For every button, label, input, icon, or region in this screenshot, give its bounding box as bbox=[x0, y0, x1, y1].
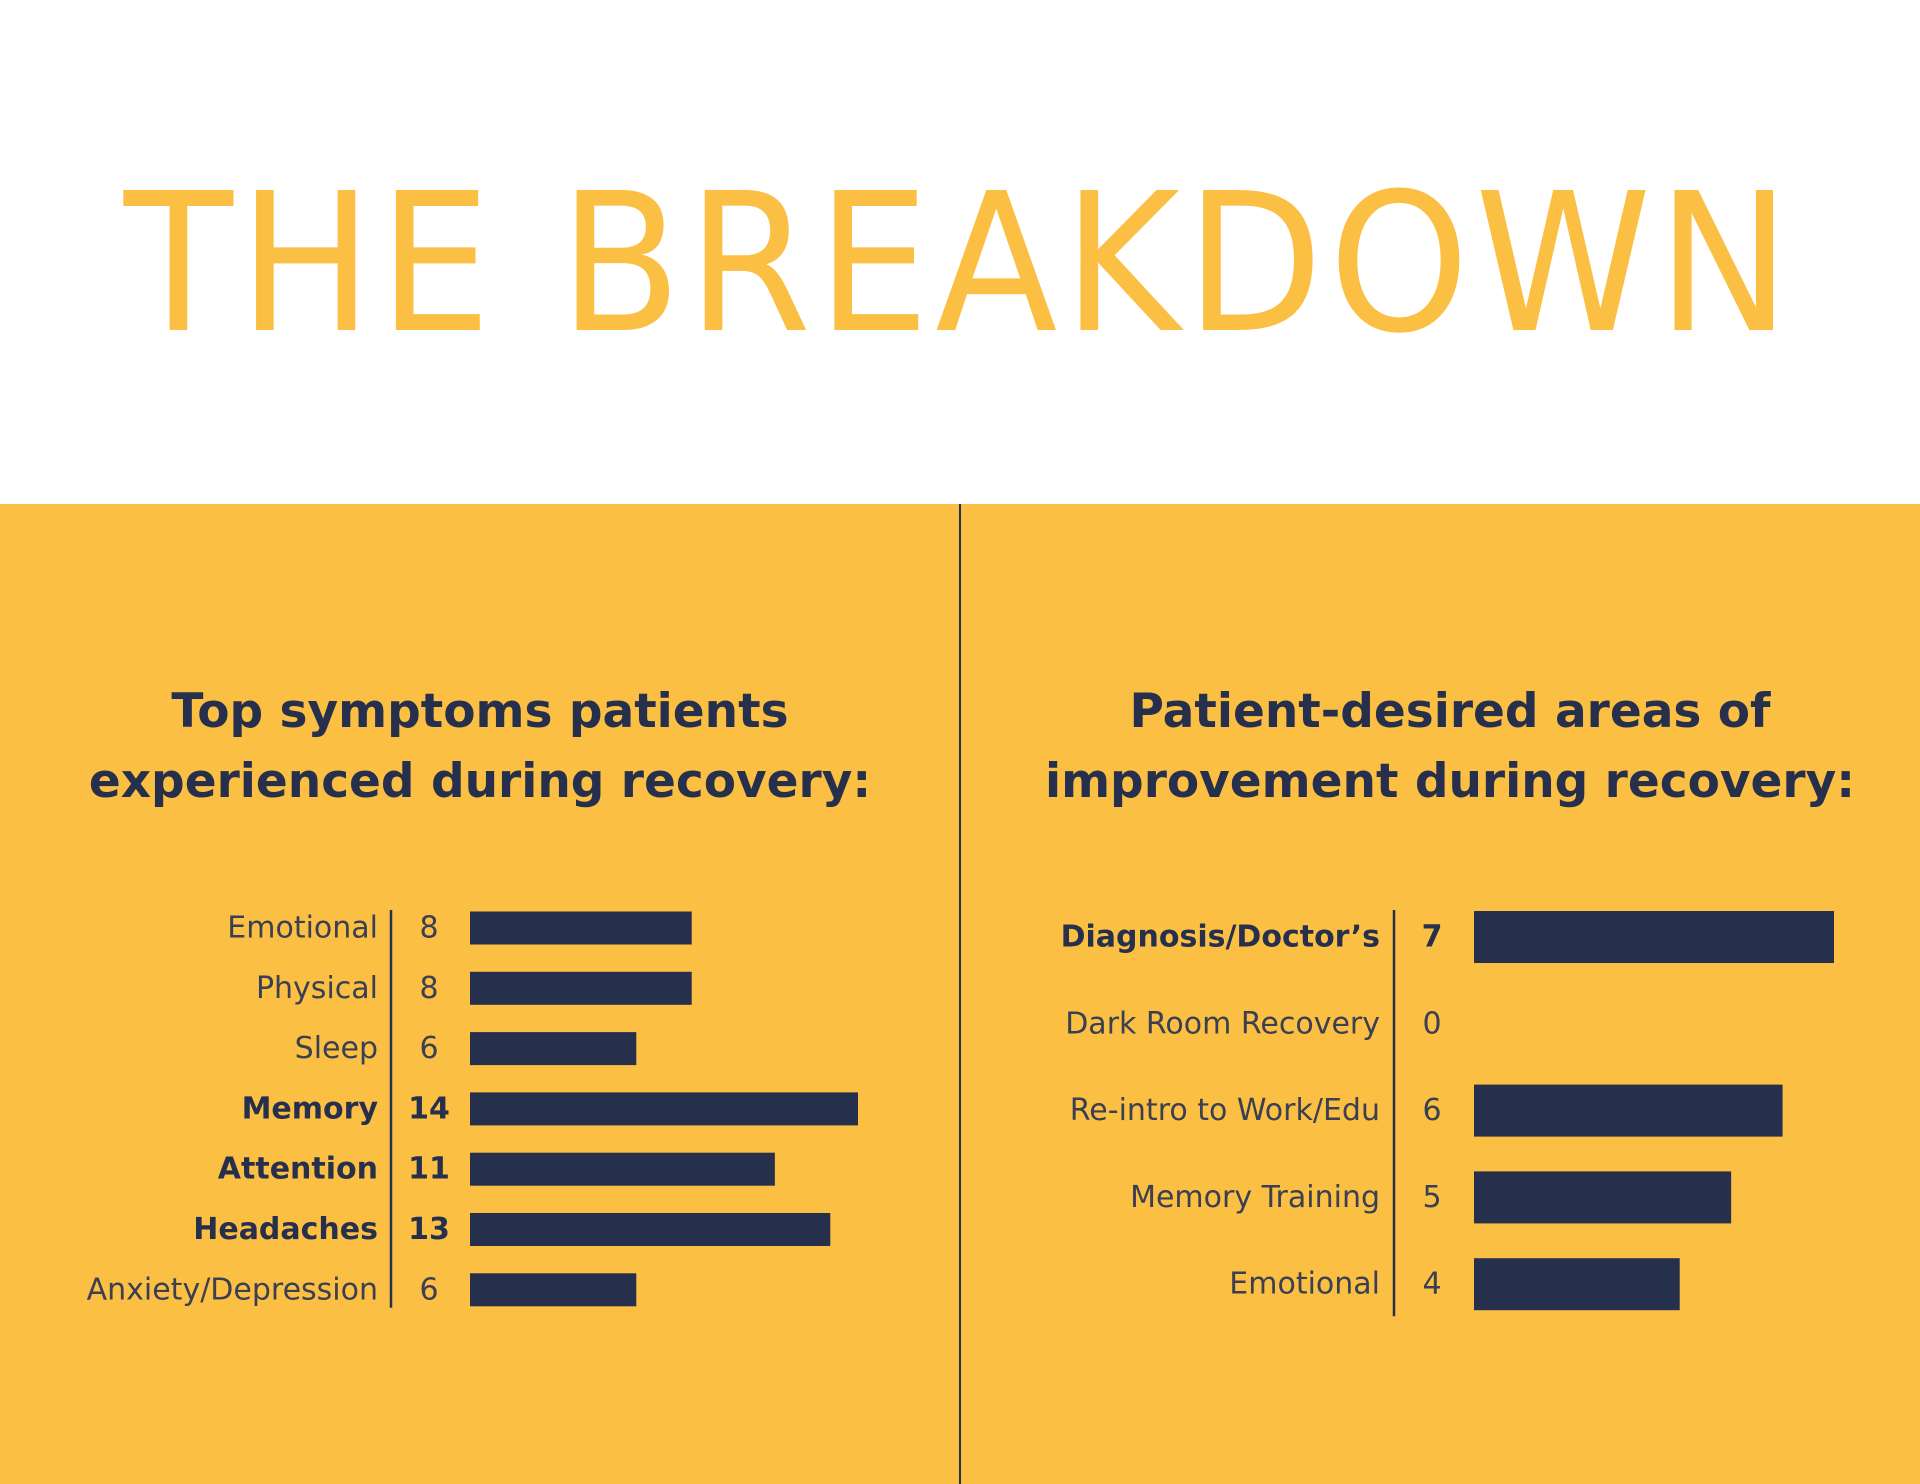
symptoms-category-label-attention: Attention bbox=[218, 1152, 378, 1187]
symptoms-bar-anxiety-depression bbox=[470, 1273, 637, 1307]
improvement-value-label-dark-room-recovery: 0 bbox=[1422, 1006, 1441, 1041]
improvement-category-label-memory-training: Memory Training bbox=[1130, 1180, 1380, 1215]
symptoms-bar-physical bbox=[470, 971, 692, 1005]
symptoms-category-label-headaches: Headaches bbox=[193, 1212, 378, 1247]
page-title: THE BREAKDOWN bbox=[123, 153, 1797, 376]
improvement-value-label-diagnosis-doctor-s: 7 bbox=[1422, 920, 1443, 955]
symptoms-category-label-memory: Memory bbox=[242, 1091, 379, 1126]
symptoms-value-label-memory: 14 bbox=[408, 1091, 450, 1126]
symptoms-value-label-anxiety-depression: 6 bbox=[419, 1272, 438, 1307]
symptoms-category-label-emotional: Emotional bbox=[227, 911, 378, 946]
improvement-category-label-re-intro-to-work-edu: Re-intro to Work/Edu bbox=[1070, 1093, 1380, 1128]
improvement-value-label-memory-training: 5 bbox=[1422, 1180, 1441, 1215]
symptoms-bar-sleep bbox=[470, 1032, 637, 1066]
symptoms-chart-title-line-2: experienced during recovery: bbox=[88, 754, 872, 809]
improvement-bar-memory-training bbox=[1474, 1171, 1732, 1224]
header-area: THE BREAKDOWN bbox=[0, 0, 1920, 504]
symptoms-value-label-attention: 11 bbox=[408, 1152, 450, 1187]
symptoms-chart-title-line-1: Top symptoms patients bbox=[171, 684, 789, 739]
improvement-category-label-dark-room-recovery: Dark Room Recovery bbox=[1065, 1006, 1380, 1041]
improvement-bar-re-intro-to-work-edu bbox=[1474, 1084, 1783, 1137]
symptoms-bar-attention bbox=[470, 1152, 775, 1186]
improvement-value-label-re-intro-to-work-edu: 6 bbox=[1422, 1093, 1441, 1128]
symptoms-value-label-physical: 8 bbox=[419, 971, 438, 1006]
symptoms-category-label-anxiety-depression: Anxiety/Depression bbox=[87, 1272, 378, 1307]
improvement-chart-title-line-1: Patient-desired areas of bbox=[1129, 684, 1771, 739]
symptoms-bar-headaches bbox=[470, 1213, 831, 1246]
symptoms-value-label-emotional: 8 bbox=[419, 911, 438, 946]
symptoms-value-label-sleep: 6 bbox=[419, 1031, 438, 1066]
improvement-chart-title: Patient-desired areas of improvement dur… bbox=[1000, 677, 1900, 817]
improvement-bar-emotional bbox=[1474, 1258, 1680, 1311]
symptoms-bar-memory bbox=[470, 1092, 858, 1126]
symptoms-value-label-headaches: 13 bbox=[408, 1212, 450, 1247]
improvement-chart-title-line-2: improvement during recovery: bbox=[1044, 754, 1856, 809]
symptoms-bar-emotional bbox=[470, 911, 692, 945]
improvement-value-label-emotional: 4 bbox=[1422, 1267, 1441, 1302]
improvement-category-label-diagnosis-doctor-s: Diagnosis/Doctor’s bbox=[1061, 920, 1380, 955]
symptoms-bar-chart: Emotional 8 Physical 8 Sleep 6 Memory 14 Attenti… bbox=[87, 910, 858, 1308]
symptoms-category-label-physical: Physical bbox=[256, 971, 378, 1006]
symptoms-chart-title: Top symptoms patients experienced during… bbox=[40, 677, 920, 817]
improvement-bar-diagnosis-doctor-s bbox=[1474, 911, 1834, 963]
improvement-category-label-emotional: Emotional bbox=[1229, 1267, 1380, 1302]
symptoms-category-label-sleep: Sleep bbox=[295, 1031, 378, 1066]
panel-divider bbox=[959, 504, 961, 1484]
